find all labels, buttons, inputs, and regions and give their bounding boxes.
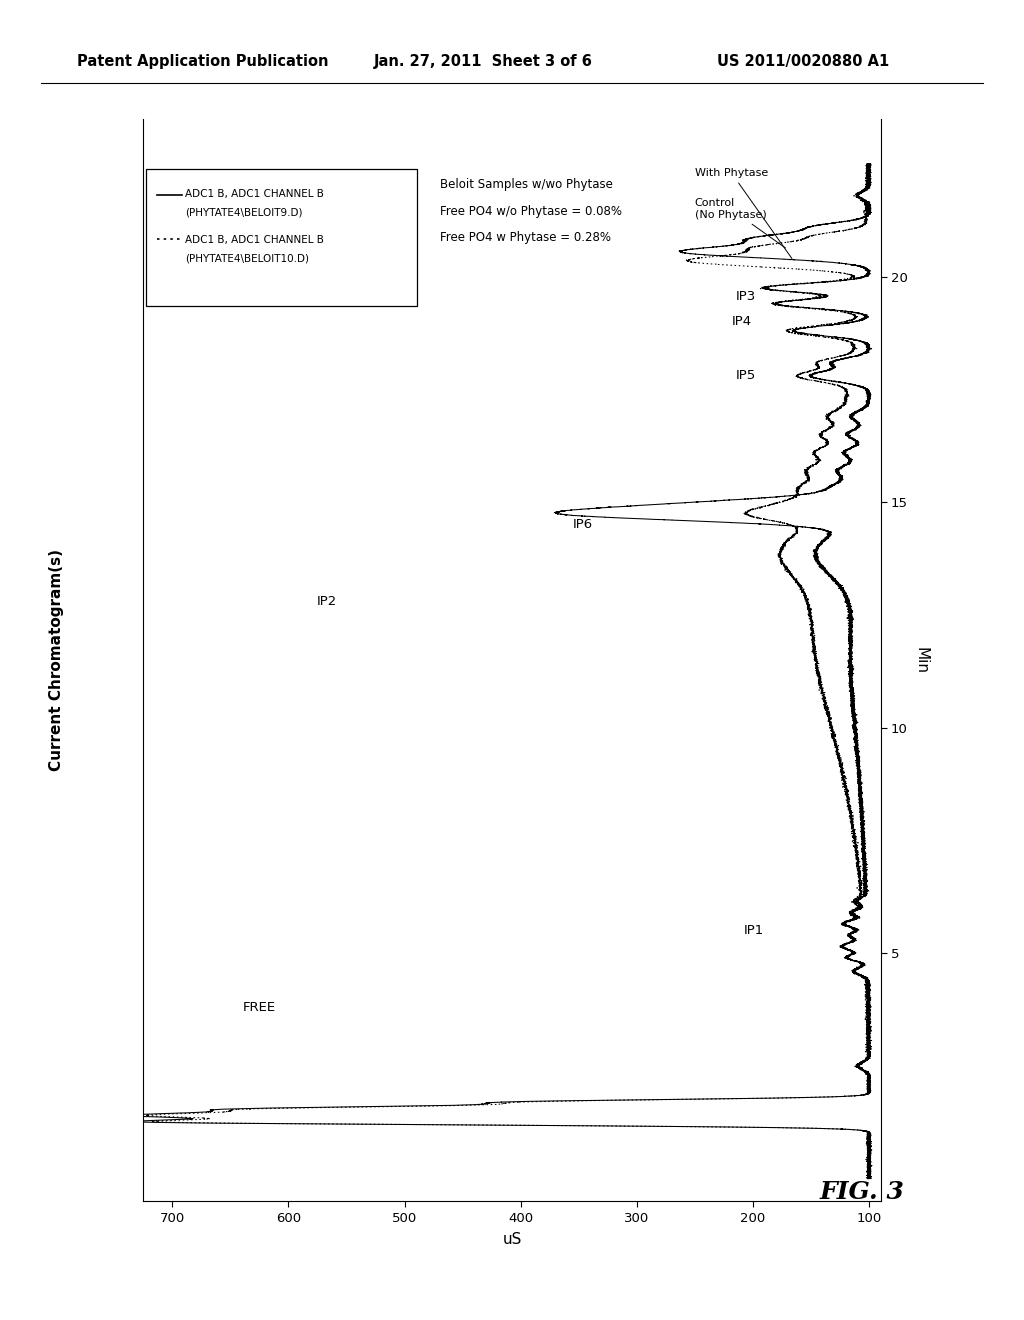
Text: ADC1 B, ADC1 CHANNEL B: ADC1 B, ADC1 CHANNEL B	[185, 189, 325, 199]
Text: ADC1 B, ADC1 CHANNEL B: ADC1 B, ADC1 CHANNEL B	[185, 235, 325, 246]
Text: Free PO4 w/o Phytase = 0.08%: Free PO4 w/o Phytase = 0.08%	[440, 205, 623, 218]
Text: IP6: IP6	[573, 519, 593, 531]
Text: FIG. 3: FIG. 3	[819, 1180, 904, 1204]
Text: IP4: IP4	[732, 315, 753, 329]
Text: With Phytase: With Phytase	[695, 168, 792, 259]
Text: Control
(No Phytase): Control (No Phytase)	[695, 198, 785, 248]
Text: Free PO4 w Phytase = 0.28%: Free PO4 w Phytase = 0.28%	[440, 231, 611, 244]
Text: IP1: IP1	[743, 924, 764, 937]
X-axis label: uS: uS	[503, 1232, 521, 1246]
Text: IP3: IP3	[735, 290, 756, 304]
Text: Current Chromatogram(s): Current Chromatogram(s)	[49, 549, 63, 771]
Text: Jan. 27, 2011  Sheet 3 of 6: Jan. 27, 2011 Sheet 3 of 6	[374, 54, 593, 69]
Text: IP5: IP5	[735, 370, 756, 383]
Text: (PHYTATE4\BELOIT10.D): (PHYTATE4\BELOIT10.D)	[185, 253, 309, 264]
Text: US 2011/0020880 A1: US 2011/0020880 A1	[717, 54, 889, 69]
Text: (PHYTATE4\BELOIT9.D): (PHYTATE4\BELOIT9.D)	[185, 207, 303, 218]
Text: Patent Application Publication: Patent Application Publication	[77, 54, 329, 69]
Text: IP2: IP2	[317, 595, 337, 609]
Text: Beloit Samples w/wo Phytase: Beloit Samples w/wo Phytase	[440, 178, 613, 191]
Text: FREE: FREE	[243, 1001, 276, 1014]
Y-axis label: Min: Min	[913, 647, 929, 673]
